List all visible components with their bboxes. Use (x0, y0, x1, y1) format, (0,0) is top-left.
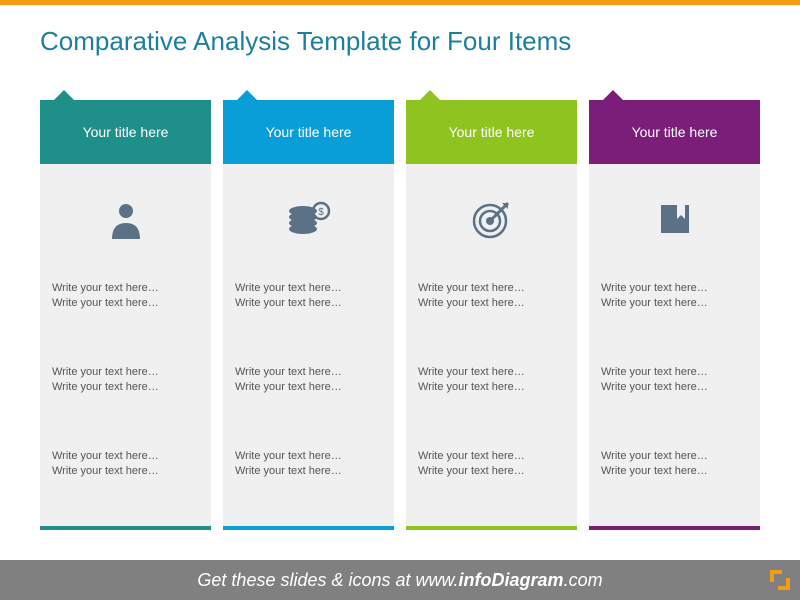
column-header-label: Your title here (83, 124, 169, 140)
bookmark-icon (601, 184, 748, 254)
column-3: Your title hereWrite your text here…Writ… (406, 100, 577, 530)
column-footer-bar (40, 526, 211, 530)
column-header-label: Your title here (449, 124, 535, 140)
footer-site-after: .com (564, 570, 603, 590)
text-line: Write your text here… (52, 281, 199, 296)
footer-prefix: Get these slides & icons at (197, 570, 415, 590)
text-line: Write your text here… (235, 281, 382, 296)
footer-site-before: www. (416, 570, 459, 590)
column-body: Write your text here…Write your text her… (40, 164, 211, 526)
text-line: Write your text here… (235, 380, 382, 395)
text-group: Write your text here…Write your text her… (418, 281, 565, 312)
top-accent-bar (0, 0, 800, 5)
coins-icon: $ (235, 184, 382, 254)
text-group: Write your text here…Write your text her… (52, 365, 199, 396)
column-body: Write your text here…Write your text her… (589, 164, 760, 526)
footer-bar: Get these slides & icons at www.infoDiag… (0, 560, 800, 600)
text-line: Write your text here… (418, 449, 565, 464)
text-line: Write your text here… (52, 380, 199, 395)
text-line: Write your text here… (601, 281, 748, 296)
text-line: Write your text here… (418, 365, 565, 380)
column-header: Your title here (40, 100, 211, 164)
column-body: Write your text here…Write your text her… (406, 164, 577, 526)
column-4: Your title hereWrite your text here…Writ… (589, 100, 760, 530)
text-line: Write your text here… (601, 380, 748, 395)
text-group: Write your text here…Write your text her… (235, 281, 382, 312)
column-header-label: Your title here (632, 124, 718, 140)
text-groups: Write your text here…Write your text her… (52, 254, 199, 514)
text-groups: Write your text here…Write your text her… (418, 254, 565, 514)
footer-corner-icon (768, 568, 792, 597)
column-header-tab (237, 90, 257, 100)
columns-container: Your title hereWrite your text here…Writ… (40, 100, 760, 530)
text-line: Write your text here… (418, 464, 565, 479)
svg-text:$: $ (318, 207, 324, 218)
text-line: Write your text here… (235, 449, 382, 464)
text-line: Write your text here… (235, 365, 382, 380)
column-footer-bar (589, 526, 760, 530)
text-group: Write your text here…Write your text her… (418, 449, 565, 480)
person-icon (52, 184, 199, 254)
text-line: Write your text here… (418, 296, 565, 311)
text-line: Write your text here… (52, 464, 199, 479)
text-line: Write your text here… (52, 365, 199, 380)
page-title: Comparative Analysis Template for Four I… (40, 26, 571, 57)
text-line: Write your text here… (235, 296, 382, 311)
text-line: Write your text here… (52, 296, 199, 311)
text-group: Write your text here…Write your text her… (601, 365, 748, 396)
text-groups: Write your text here…Write your text her… (601, 254, 748, 514)
column-header: Your title here (589, 100, 760, 164)
text-line: Write your text here… (418, 281, 565, 296)
column-header: Your title here (223, 100, 394, 164)
text-group: Write your text here…Write your text her… (235, 365, 382, 396)
text-line: Write your text here… (418, 380, 565, 395)
text-line: Write your text here… (601, 365, 748, 380)
column-header-tab (420, 90, 440, 100)
text-group: Write your text here…Write your text her… (52, 281, 199, 312)
column-footer-bar (406, 526, 577, 530)
column-header-label: Your title here (266, 124, 352, 140)
text-group: Write your text here…Write your text her… (601, 449, 748, 480)
column-header: Your title here (406, 100, 577, 164)
column-2: Your title here$Write your text here…Wri… (223, 100, 394, 530)
slide: Comparative Analysis Template for Four I… (0, 0, 800, 600)
text-line: Write your text here… (52, 449, 199, 464)
footer-site-bold: infoDiagram (459, 570, 564, 590)
text-line: Write your text here… (601, 464, 748, 479)
text-group: Write your text here…Write your text her… (52, 449, 199, 480)
text-group: Write your text here…Write your text her… (418, 365, 565, 396)
text-groups: Write your text here…Write your text her… (235, 254, 382, 514)
column-body: $Write your text here…Write your text he… (223, 164, 394, 526)
text-group: Write your text here…Write your text her… (601, 281, 748, 312)
text-line: Write your text here… (601, 449, 748, 464)
text-line: Write your text here… (235, 464, 382, 479)
target-icon (418, 184, 565, 254)
column-1: Your title hereWrite your text here…Writ… (40, 100, 211, 530)
footer-text: Get these slides & icons at www.infoDiag… (197, 570, 602, 591)
text-line: Write your text here… (601, 296, 748, 311)
text-group: Write your text here…Write your text her… (235, 449, 382, 480)
column-header-tab (54, 90, 74, 100)
column-footer-bar (223, 526, 394, 530)
column-header-tab (603, 90, 623, 100)
